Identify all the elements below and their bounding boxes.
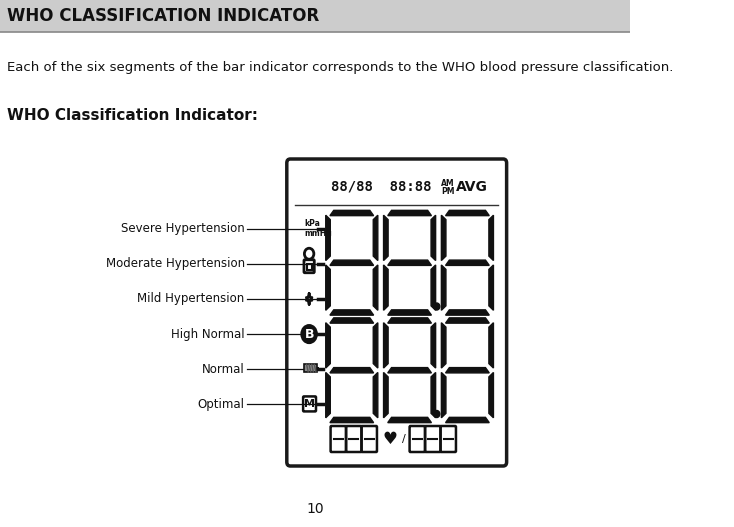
Polygon shape — [326, 215, 330, 260]
Polygon shape — [489, 323, 493, 368]
Text: Normal: Normal — [202, 363, 244, 376]
Polygon shape — [489, 215, 493, 260]
Polygon shape — [446, 310, 490, 315]
Polygon shape — [330, 210, 374, 216]
Polygon shape — [446, 318, 490, 323]
Polygon shape — [489, 373, 493, 418]
Text: Mild Hypertension: Mild Hypertension — [137, 292, 244, 306]
Polygon shape — [431, 323, 436, 368]
Polygon shape — [330, 318, 374, 323]
Polygon shape — [441, 373, 446, 418]
Polygon shape — [330, 368, 374, 373]
Text: Optimal: Optimal — [197, 398, 244, 411]
Text: mmHg: mmHg — [304, 229, 332, 238]
Polygon shape — [446, 417, 490, 423]
Polygon shape — [431, 373, 436, 418]
Circle shape — [302, 325, 317, 343]
Circle shape — [434, 303, 440, 310]
Polygon shape — [384, 265, 388, 310]
Bar — [307, 264, 312, 270]
Text: B: B — [305, 328, 314, 340]
Text: 10: 10 — [306, 502, 324, 516]
Polygon shape — [326, 373, 330, 418]
Polygon shape — [446, 260, 490, 266]
Polygon shape — [388, 318, 432, 323]
Polygon shape — [326, 323, 330, 368]
Polygon shape — [441, 265, 446, 310]
Polygon shape — [374, 265, 378, 310]
Polygon shape — [326, 265, 330, 310]
Text: kPa: kPa — [304, 220, 320, 229]
Polygon shape — [388, 368, 432, 373]
Polygon shape — [384, 373, 388, 418]
Polygon shape — [374, 323, 378, 368]
Text: WHO Classification Indicator:: WHO Classification Indicator: — [7, 108, 258, 122]
Polygon shape — [388, 417, 432, 423]
Text: AVG: AVG — [456, 180, 487, 194]
Text: High Normal: High Normal — [171, 328, 244, 340]
Bar — [317, 367, 319, 371]
Polygon shape — [441, 215, 446, 260]
Text: Each of the six segments of the bar indicator corresponds to the WHO blood press: Each of the six segments of the bar indi… — [7, 62, 673, 74]
Polygon shape — [384, 215, 388, 260]
FancyBboxPatch shape — [287, 159, 506, 466]
Polygon shape — [441, 323, 446, 368]
Text: Moderate Hypertension: Moderate Hypertension — [106, 257, 244, 270]
Polygon shape — [446, 368, 490, 373]
Polygon shape — [330, 260, 374, 266]
Polygon shape — [330, 310, 374, 315]
Polygon shape — [388, 260, 432, 266]
Circle shape — [434, 411, 440, 417]
Polygon shape — [446, 210, 490, 216]
Bar — [0, 0, 631, 32]
Polygon shape — [374, 215, 378, 260]
Polygon shape — [374, 373, 378, 418]
Polygon shape — [330, 417, 374, 423]
Text: WHO CLASSIFICATION INDICATOR: WHO CLASSIFICATION INDICATOR — [7, 7, 319, 25]
Text: M: M — [304, 399, 315, 409]
Text: 88/88  88:88: 88/88 88:88 — [331, 180, 432, 194]
Polygon shape — [431, 215, 436, 260]
Bar — [304, 364, 317, 372]
Polygon shape — [384, 323, 388, 368]
Text: /: / — [401, 434, 405, 444]
Polygon shape — [489, 265, 493, 310]
Text: Severe Hypertension: Severe Hypertension — [121, 222, 244, 235]
Text: AM: AM — [441, 179, 455, 188]
Polygon shape — [388, 210, 432, 216]
Polygon shape — [388, 310, 432, 315]
Text: ♥: ♥ — [382, 430, 397, 448]
Text: PM: PM — [441, 188, 455, 197]
Polygon shape — [431, 265, 436, 310]
